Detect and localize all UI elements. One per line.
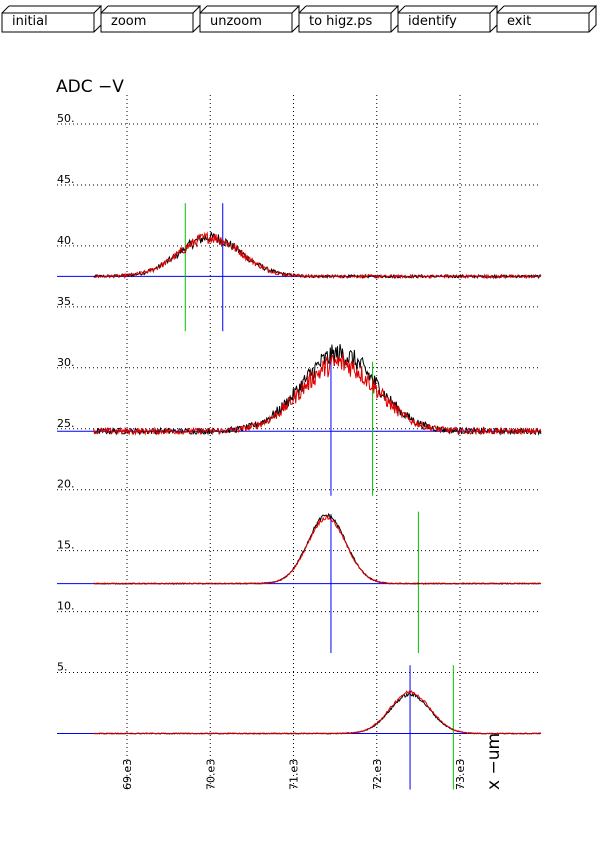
trace-3-red [93, 515, 542, 585]
exit-button[interactable]: exit [496, 4, 597, 33]
y-axis-ticks: 5. 10. 15. 20. 25. 30. 35. 40. 45. 50. [57, 112, 75, 674]
toolbar: initial zoom unzoom to higz.ps identify … [0, 0, 600, 40]
y-tick-label: 20. [57, 478, 75, 491]
cursor-markers [57, 203, 541, 790]
y-tick-label: 25. [57, 417, 75, 430]
trace-1-black [93, 231, 542, 280]
initial-button[interactable]: initial [1, 4, 102, 33]
signal-traces [93, 231, 542, 735]
zoom-button[interactable]: zoom [100, 4, 201, 33]
y-tick-label: 5. [57, 661, 68, 674]
grid [57, 95, 541, 790]
y-tick-label: 35. [57, 295, 75, 308]
x-tick-label: 71.e3 [288, 759, 301, 790]
y-tick-label: 50. [57, 112, 75, 125]
trace-2-red [93, 353, 542, 436]
x-tick-label: 72.e3 [371, 759, 384, 790]
unzoom-button[interactable]: unzoom [199, 4, 300, 33]
y-tick-label: 30. [57, 356, 75, 369]
plot-title: ADC −V [56, 77, 124, 97]
x-tick-label: 70.e3 [204, 759, 217, 790]
y-tick-label: 15. [57, 539, 75, 552]
trace-4-black [93, 692, 542, 735]
identify-button[interactable]: identify [397, 4, 498, 33]
x-tick-label: 69.e3 [121, 759, 134, 790]
y-tick-label: 40. [57, 234, 75, 247]
x-axis-label: x −um [484, 733, 504, 790]
trace-1-red [93, 231, 542, 280]
y-tick-label: 10. [57, 600, 75, 613]
trace-2-black [93, 344, 542, 436]
adc-plot[interactable]: 5. 10. 15. 20. 25. 30. 35. 40. 45. 50. 69.e3 70.e3… [0, 40, 600, 849]
x-tick-label: 73.e3 [454, 759, 467, 790]
to-higz-button[interactable]: to higz.ps [298, 4, 399, 33]
x-axis-ticks: 69.e3 70.e3 71.e3 72.e3 73.e3 [121, 759, 467, 790]
y-tick-label: 45. [57, 173, 75, 186]
trace-4-red [93, 690, 542, 735]
